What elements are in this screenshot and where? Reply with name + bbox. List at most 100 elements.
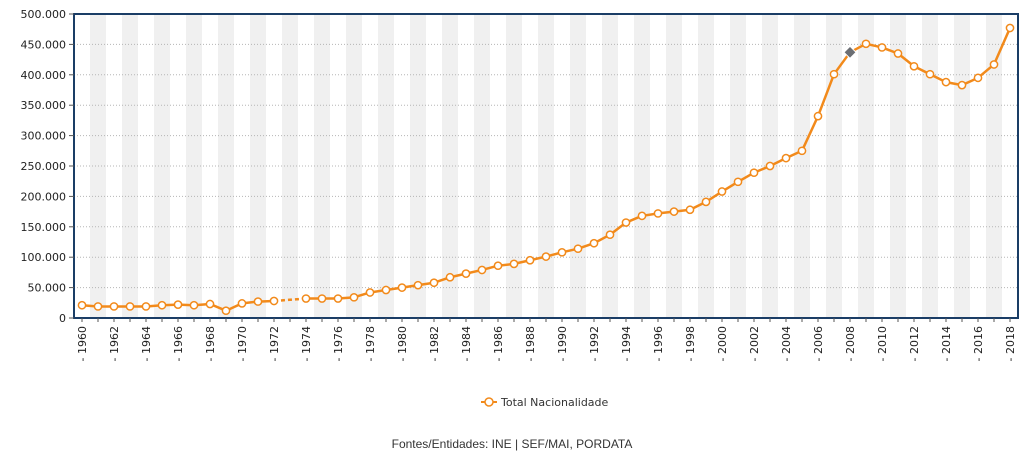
x-tick-label: - 1986 [492, 326, 505, 361]
data-point [221, 306, 231, 316]
x-tick-label: - 1964 [140, 326, 153, 361]
data-point [621, 218, 631, 227]
data-point [413, 280, 423, 290]
series-points [77, 23, 1015, 316]
grid-band [986, 14, 1002, 318]
data-point [381, 285, 391, 295]
grid-band [506, 14, 522, 318]
x-tick-label: - 1970 [236, 326, 249, 361]
x-tick-label: - 1994 [620, 326, 633, 361]
grid-band [890, 14, 906, 318]
y-tick-label: 250.000 [21, 160, 67, 173]
data-point [317, 294, 327, 303]
x-tick-label: - 1960 [76, 326, 89, 361]
data-point [861, 39, 871, 49]
data-point [77, 300, 87, 310]
y-tick-label: 200.000 [21, 190, 67, 203]
data-point [445, 272, 455, 282]
y-tick-label: 300.000 [21, 130, 67, 143]
x-tick-label: - 1988 [524, 326, 537, 361]
x-tick-label: - 2014 [940, 326, 953, 361]
grid-band [218, 14, 234, 318]
legend[interactable]: Total Nacionalidade [481, 396, 609, 409]
data-point [301, 294, 311, 303]
data-point [605, 230, 615, 240]
y-tick-label: 500.000 [21, 8, 67, 21]
data-point [573, 244, 583, 254]
x-tick-label: - 1982 [428, 326, 441, 361]
x-tick-label: - 2012 [908, 326, 921, 361]
y-axis: 0 50.000 100.000 150.000 200.000 250.000 300.0… [21, 8, 74, 325]
data-point [541, 252, 551, 261]
x-tick-label: - 1968 [204, 326, 217, 361]
data-point [653, 209, 663, 218]
x-tick-label: - 2004 [780, 326, 793, 361]
x-tick-label: - 2006 [812, 326, 825, 361]
data-point [237, 299, 247, 308]
data-point [157, 300, 167, 310]
data-point [989, 60, 999, 69]
y-tick-label: 400.000 [21, 69, 67, 82]
highlighted-data-point [843, 45, 857, 60]
y-tick-label: 0 [59, 312, 66, 325]
data-point [109, 302, 119, 311]
data-point [797, 146, 807, 156]
data-point [125, 302, 135, 311]
data-point [717, 187, 727, 196]
grid-band [602, 14, 618, 318]
data-point [93, 302, 103, 311]
x-tick-label: - 2018 [1004, 326, 1017, 361]
line-chart: 0 50.000 100.000 150.000 200.000 250.000 300.0… [21, 8, 1019, 409]
x-tick-label: - 2000 [716, 326, 729, 361]
data-point [893, 49, 903, 58]
data-point [749, 168, 759, 178]
grid-band [698, 14, 714, 318]
data-point [253, 297, 263, 306]
y-tick-label: 350.000 [21, 99, 67, 112]
data-point [477, 265, 487, 275]
data-point [973, 73, 983, 83]
data-point [365, 288, 375, 297]
y-tick-label: 50.000 [28, 282, 67, 295]
x-tick-label: - 2010 [876, 326, 889, 361]
data-point [589, 238, 599, 248]
data-point [189, 300, 199, 310]
x-tick-label: - 2008 [844, 326, 857, 361]
data-point [637, 211, 647, 221]
data-point [173, 300, 183, 309]
data-point [829, 69, 839, 79]
x-tick-label: - 2002 [748, 326, 761, 361]
grid-band [410, 14, 426, 318]
x-tick-label: - 1984 [460, 326, 473, 361]
data-point [349, 292, 359, 302]
x-tick-label: - 1976 [332, 326, 345, 361]
x-tick-label: - 1990 [556, 326, 569, 361]
x-tick-label: - 1972 [268, 326, 281, 361]
data-point [765, 161, 775, 171]
data-point [701, 197, 711, 207]
x-tick-label: - 1998 [684, 326, 697, 361]
data-point [669, 207, 679, 216]
data-point [141, 302, 151, 311]
data-point [397, 283, 407, 292]
x-tick-label: - 1962 [108, 326, 121, 361]
y-tick-label: 100.000 [21, 251, 67, 264]
data-point [205, 299, 215, 309]
data-point [909, 61, 919, 71]
y-tick-label: 450.000 [21, 38, 67, 51]
data-point [813, 111, 823, 121]
data-point [461, 269, 471, 278]
x-tick-label: - 2016 [972, 326, 985, 361]
x-tick-label: - 1992 [588, 326, 601, 361]
grid-band [122, 14, 138, 318]
data-point [957, 80, 967, 90]
data-point [941, 77, 951, 87]
data-point [429, 278, 439, 288]
data-point [557, 247, 567, 257]
x-tick-label: - 1996 [652, 326, 665, 361]
x-tick-label: - 1974 [300, 326, 313, 361]
data-point [333, 294, 343, 303]
x-tick-label: - 1978 [364, 326, 377, 361]
data-point [525, 255, 535, 265]
legend-label: Total Nacionalidade [500, 396, 609, 409]
